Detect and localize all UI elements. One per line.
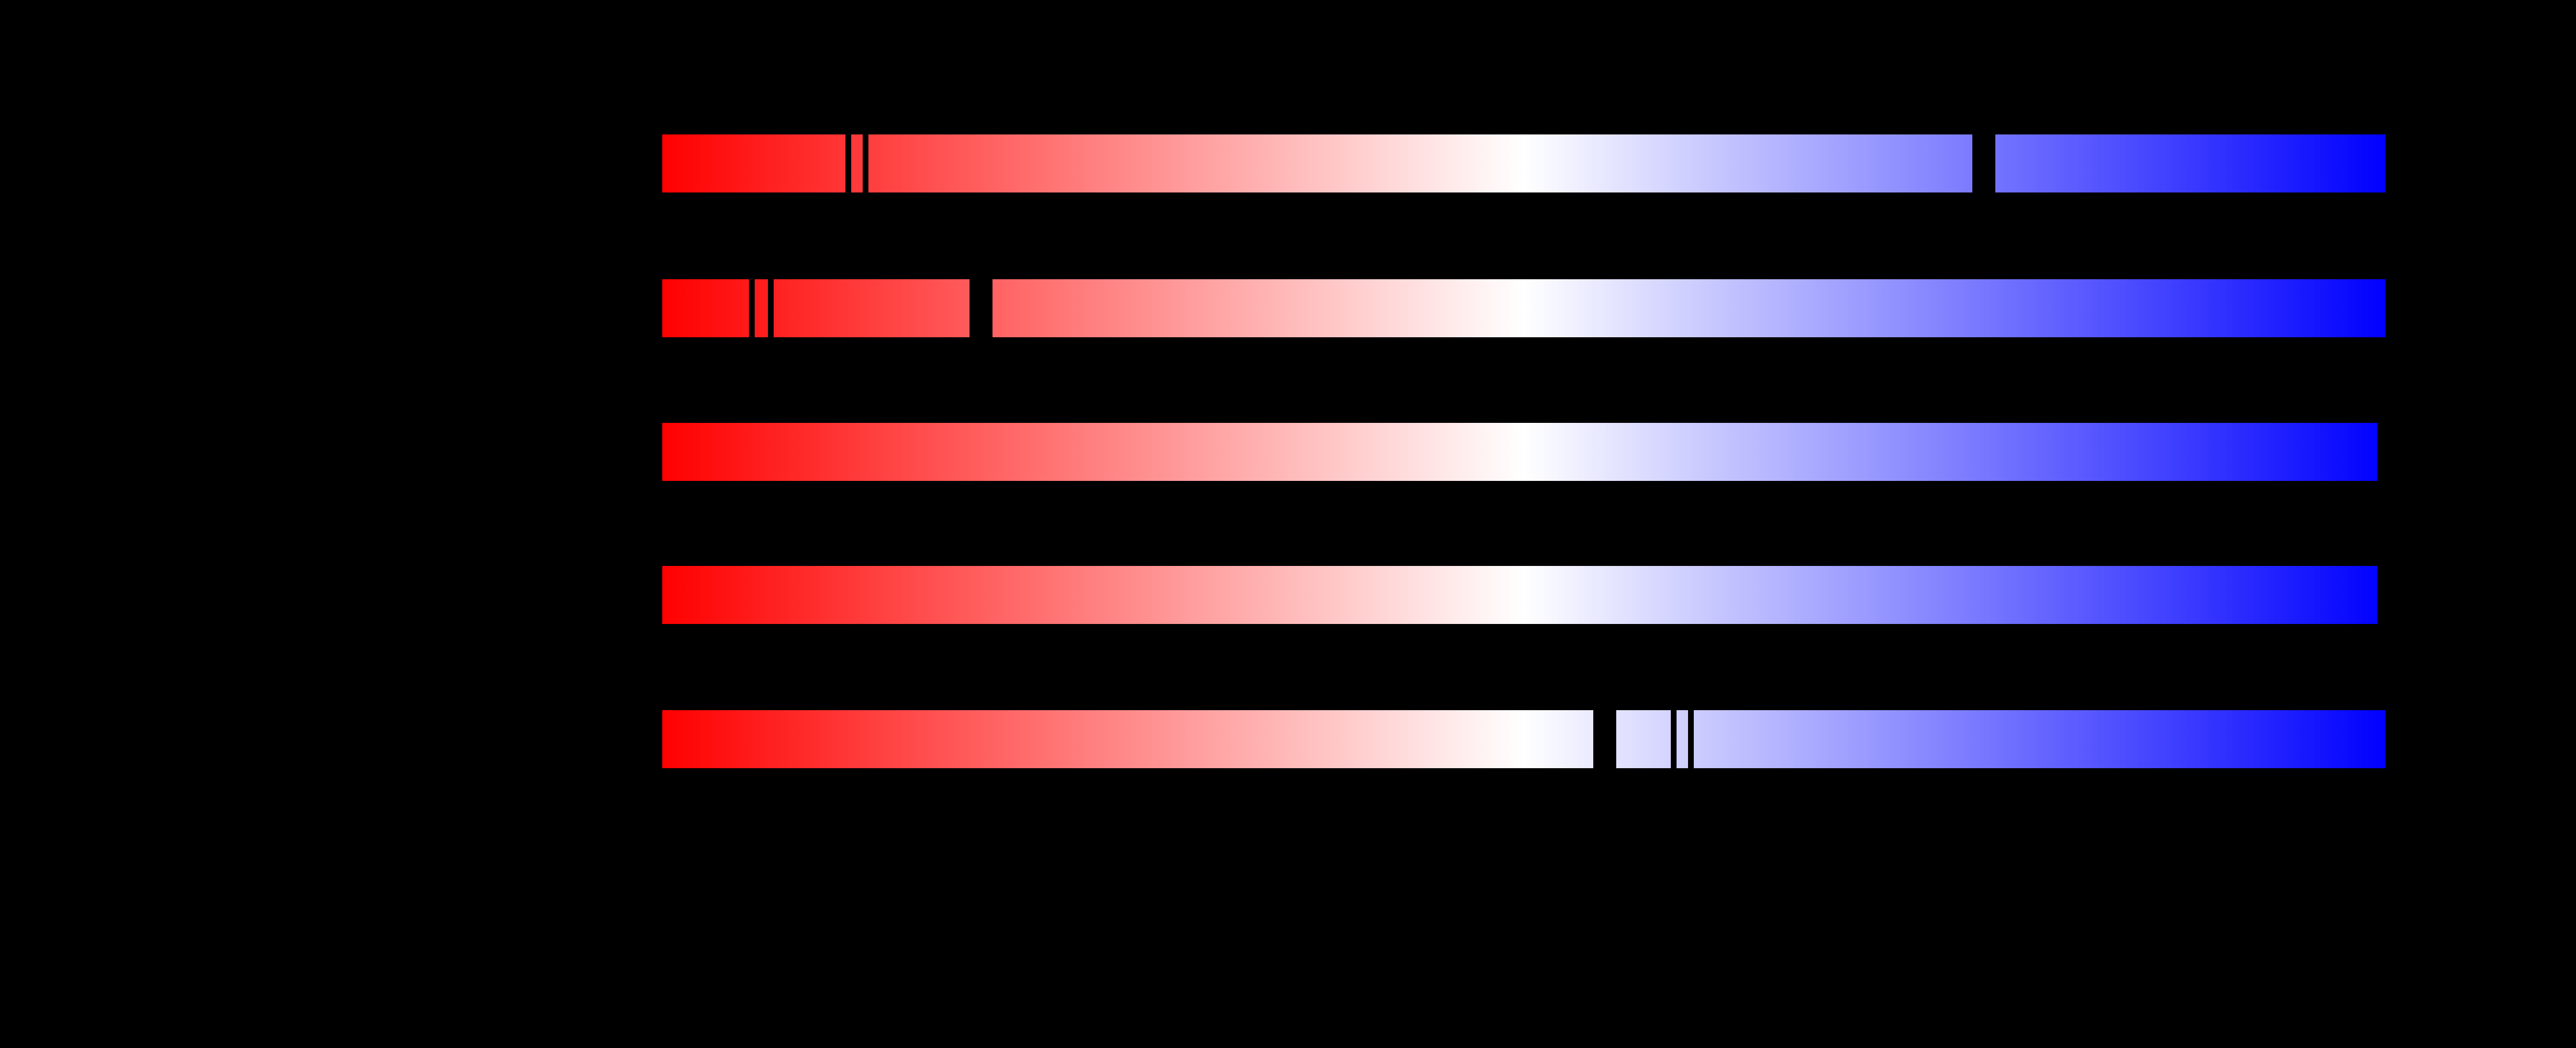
- marker-line-thick: [1593, 710, 1617, 768]
- marker-line-thin: [845, 134, 852, 193]
- marker-line-thick: [1972, 134, 1996, 193]
- gradient-strip-row-2: [662, 279, 2386, 337]
- gradient-strip-row-1: [662, 134, 2386, 193]
- marker-line-thin: [1688, 710, 1694, 768]
- marker-line-thin: [749, 279, 755, 337]
- gradient-strip-row-4: [662, 565, 2377, 624]
- marker-line-thin: [768, 279, 774, 337]
- marker-line-thin: [1671, 710, 1677, 768]
- marker-line-thick: [970, 279, 993, 337]
- marker-line-thin: [863, 134, 869, 193]
- gradient-strip-row-5: [662, 710, 2386, 768]
- gradient-strip-row-3: [662, 422, 2377, 481]
